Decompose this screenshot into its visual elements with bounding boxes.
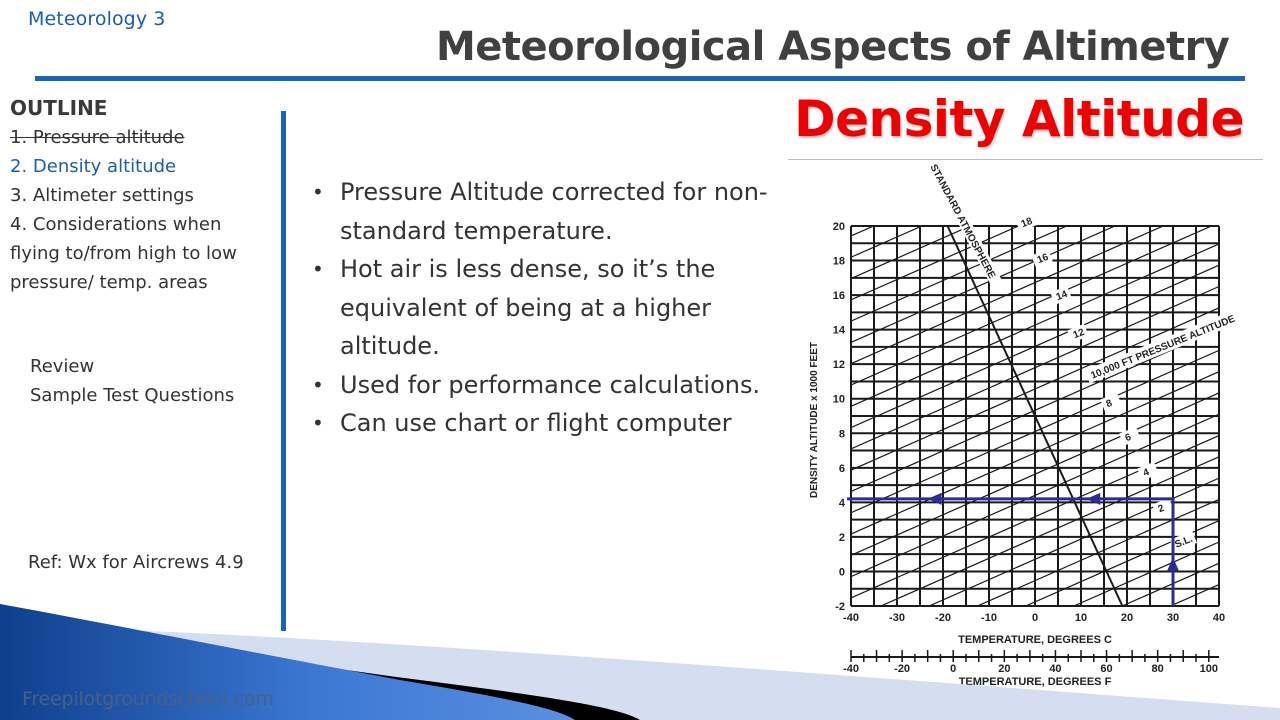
svg-text:16: 16 <box>833 290 845 302</box>
sample-questions-item: Sample Test Questions <box>30 385 235 406</box>
svg-text:0: 0 <box>839 566 845 578</box>
svg-text:12: 12 <box>833 359 845 371</box>
bullet-list: • Pressure Altitude corrected for non-sta… <box>310 173 780 443</box>
svg-text:30: 30 <box>1167 612 1179 624</box>
page-title: Meteorological Aspects of Altimetry <box>436 24 1230 70</box>
bullet-item: • Can use chart or flight computer <box>310 404 780 443</box>
svg-text:0: 0 <box>950 663 956 675</box>
svg-text:4: 4 <box>1142 467 1152 479</box>
svg-text:8: 8 <box>839 428 845 440</box>
svg-text:-20: -20 <box>935 612 951 624</box>
svg-text:16: 16 <box>1036 252 1051 267</box>
svg-text:100: 100 <box>1200 663 1218 675</box>
svg-text:60: 60 <box>1100 663 1112 675</box>
footer-swoosh <box>0 604 1280 720</box>
svg-text:2: 2 <box>1157 503 1167 515</box>
review-item: Review <box>30 356 95 377</box>
svg-text:10: 10 <box>1075 612 1087 624</box>
svg-text:12: 12 <box>1072 327 1087 342</box>
svg-text:20: 20 <box>998 663 1010 675</box>
standard-atmosphere-line <box>946 225 1124 607</box>
svg-text:-40: -40 <box>843 612 859 624</box>
title-rule <box>35 76 1245 81</box>
svg-text:-20: -20 <box>894 663 910 675</box>
bullet-icon: • <box>312 372 324 397</box>
svg-text:-30: -30 <box>889 612 905 624</box>
bullet-icon: • <box>312 411 324 435</box>
bullet-item: • Hot air is less dense, so it’s the equi… <box>310 250 780 366</box>
bullet-item: • Used for performance calculations. <box>310 366 780 405</box>
pressure-altitude-lines <box>851 226 1219 606</box>
svg-text:40: 40 <box>1213 612 1225 624</box>
svg-text:14: 14 <box>1055 289 1070 304</box>
course-label: Meteorology 3 <box>28 8 166 30</box>
svg-text:20: 20 <box>833 221 845 233</box>
svg-text:0: 0 <box>1032 612 1038 624</box>
svg-text:STANDARD ATMOSPHERE: STANDARD ATMOSPHERE <box>927 163 997 281</box>
svg-text:6: 6 <box>1124 432 1134 444</box>
svg-text:20: 20 <box>1121 612 1133 624</box>
svg-text:2: 2 <box>839 532 845 544</box>
svg-text:TEMPERATURE, DEGREES C: TEMPERATURE, DEGREES C <box>958 634 1112 646</box>
svg-text:-10: -10 <box>981 612 997 624</box>
svg-text:18: 18 <box>833 256 845 268</box>
vertical-divider <box>281 111 286 631</box>
svg-text:6: 6 <box>839 463 845 475</box>
outline-item-density-altitude: 2. Density altitude <box>10 156 177 177</box>
reference-note: Ref: Wx for Aircrews 4.9 <box>28 552 244 573</box>
outline-heading: OUTLINE <box>10 96 108 120</box>
outline-item-considerations: 4. Considerations when flying to/from hi… <box>10 214 237 293</box>
outline-extras: Review Sample Test Questions <box>30 352 234 410</box>
svg-text:DENSITY ALTITUDE x 1000 FEET: DENSITY ALTITUDE x 1000 FEET <box>809 342 820 498</box>
footer-site-link[interactable]: Freepilotgroundschool.com <box>22 688 274 710</box>
bullet-icon: • <box>312 257 324 281</box>
svg-text:80: 80 <box>1152 663 1164 675</box>
outline-item-pressure-altitude: 1. Pressure altitude <box>10 127 185 148</box>
outline-item-altimeter-settings: 3. Altimeter settings <box>10 185 194 206</box>
svg-text:-40: -40 <box>843 663 859 675</box>
outline-panel: OUTLINE 1. Pressure altitude 2. Density … <box>10 94 270 297</box>
svg-text:10: 10 <box>833 394 845 406</box>
subtitle-rule <box>788 159 1263 160</box>
svg-text:-2: -2 <box>835 601 845 613</box>
svg-text:18: 18 <box>1020 216 1035 231</box>
svg-text:40: 40 <box>1049 663 1061 675</box>
bullet-icon: • <box>312 180 324 204</box>
bullet-item: • Pressure Altitude corrected for non-sta… <box>310 173 780 250</box>
svg-text:TEMPERATURE, DEGREES F: TEMPERATURE, DEGREES F <box>959 676 1112 688</box>
example-path <box>847 492 1179 606</box>
svg-text:8: 8 <box>1105 398 1115 410</box>
slide-subtitle: Density Altitude <box>794 90 1244 148</box>
svg-text:4: 4 <box>839 497 846 509</box>
svg-text:14: 14 <box>833 325 846 337</box>
